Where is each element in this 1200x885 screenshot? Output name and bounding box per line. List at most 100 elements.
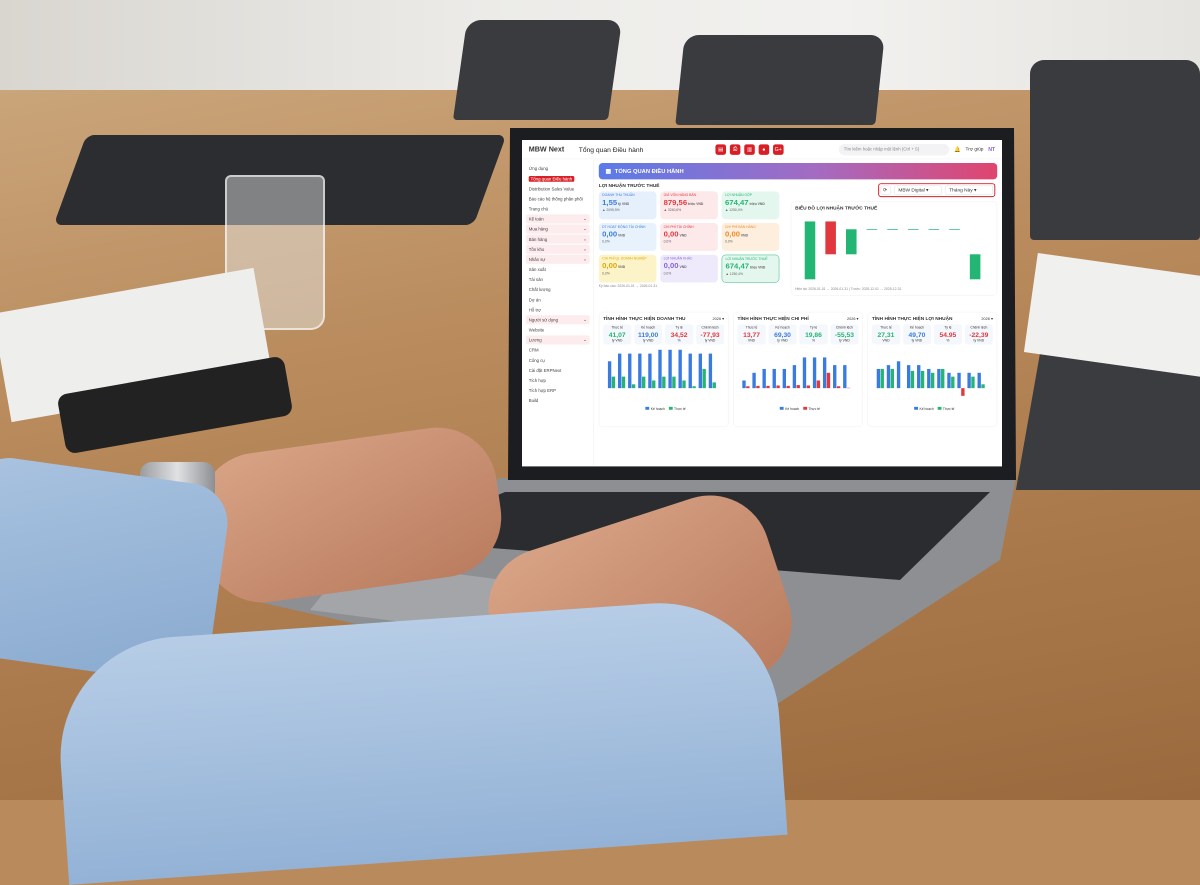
sidebar-item[interactable]: Tài sản [526,275,590,284]
bar[interactable] [807,385,810,388]
bar[interactable] [672,377,675,389]
bar[interactable] [817,380,820,388]
bar[interactable] [776,385,779,388]
sidebar-item[interactable]: Mua hàng⌄ [526,224,590,233]
bar[interactable] [766,386,769,388]
bar[interactable] [941,369,944,388]
bar[interactable] [699,354,702,389]
sidebar-item[interactable]: Lương⌄ [526,335,590,344]
sidebar-item[interactable]: Hỗ trợ [526,305,590,314]
year-select[interactable]: 2026 ▾ [847,317,859,321]
bar[interactable] [612,377,615,389]
sidebar-item[interactable]: Sản xuất [526,265,590,274]
sidebar-item[interactable]: Trang chủ [526,204,590,213]
sidebar-item[interactable]: Ứng dụng [526,164,590,173]
waterfall-bar[interactable] [908,229,919,230]
waterfall-bar[interactable] [867,229,878,230]
sidebar-item[interactable]: Công cụ [526,356,590,365]
bar[interactable] [951,377,954,389]
sidebar-item[interactable]: Dự án [526,295,590,304]
bar[interactable] [618,354,621,389]
bar[interactable] [709,354,712,389]
waterfall-bar[interactable] [949,229,960,230]
bar[interactable] [713,382,716,388]
sidebar-item[interactable]: Nhân sự⌄ [526,255,590,264]
bar[interactable] [642,377,645,389]
bar[interactable] [746,386,749,388]
sidebar-item[interactable]: Báo cáo hệ thống phân phối [526,194,590,203]
bar[interactable] [947,373,950,388]
print-icon[interactable]: ⎙ [730,144,741,155]
period-select[interactable]: Tháng Này ▾ [945,186,993,195]
help-menu[interactable]: Trợ giúp [966,147,984,152]
sidebar-item[interactable]: Kế toán⌄ [526,214,590,223]
bar[interactable] [927,369,930,388]
bar[interactable] [937,369,940,388]
bar[interactable] [793,365,796,388]
bar[interactable] [668,350,671,388]
bar[interactable] [843,365,846,388]
bar[interactable] [692,386,695,388]
bar[interactable] [823,357,826,388]
sidebar-item[interactable]: Tổng quan Điều hành [526,174,590,183]
bar[interactable] [897,361,900,388]
sidebar-item[interactable]: Chất lượng [526,285,590,294]
bar[interactable] [967,373,970,388]
report-icon[interactable]: ▤ [715,144,726,155]
bar[interactable] [887,365,890,388]
sidebar-item[interactable]: Tích hợp ERP [526,386,590,395]
bar[interactable] [931,373,934,388]
bar[interactable] [752,373,755,388]
bar[interactable] [762,369,765,388]
bar[interactable] [877,369,880,388]
bar[interactable] [961,388,964,396]
bar[interactable] [702,369,705,388]
bar[interactable] [981,384,984,388]
bar[interactable] [881,369,884,388]
bar[interactable] [827,373,830,388]
refresh-button[interactable]: ⟳ [881,186,892,195]
bar[interactable] [797,385,800,388]
waterfall-bar[interactable] [970,254,981,279]
sidebar-item[interactable]: Tích hợp [526,376,590,385]
bar[interactable] [662,377,665,389]
sidebar-item[interactable]: Bán hàng⌄ [526,235,590,244]
bar[interactable] [911,371,914,388]
waterfall-bar[interactable] [887,229,898,230]
sidebar-item[interactable]: Website [526,325,590,334]
bar[interactable] [773,369,776,388]
bell-icon[interactable]: 🔔 [954,146,961,152]
bar[interactable] [689,354,692,389]
sidebar-item[interactable]: Tồn kho⌄ [526,245,590,254]
search-input[interactable]: Tìm kiếm hoặc nhập một lệnh (Ctrl + S) [839,144,949,156]
bar[interactable] [917,365,920,388]
user-icon[interactable]: ● [759,144,770,155]
google-plus-icon[interactable]: G+ [773,144,784,155]
bar[interactable] [891,369,894,388]
bar[interactable] [957,373,960,388]
bar[interactable] [756,386,759,388]
bar[interactable] [921,371,924,388]
bar[interactable] [632,384,635,388]
bar[interactable] [608,361,611,388]
sidebar-item[interactable]: Distribution Sales Value [526,184,590,193]
bar[interactable] [783,369,786,388]
bar[interactable] [837,386,840,388]
bar[interactable] [678,350,681,388]
year-select[interactable]: 2026 ▾ [713,317,725,321]
bar[interactable] [638,354,641,389]
bar[interactable] [971,377,974,389]
bar[interactable] [833,365,836,388]
sidebar-item[interactable]: Người sử dụng⌄ [526,315,590,324]
waterfall-bar[interactable] [929,229,940,230]
waterfall-bar[interactable] [825,221,836,254]
bar[interactable] [658,350,661,388]
